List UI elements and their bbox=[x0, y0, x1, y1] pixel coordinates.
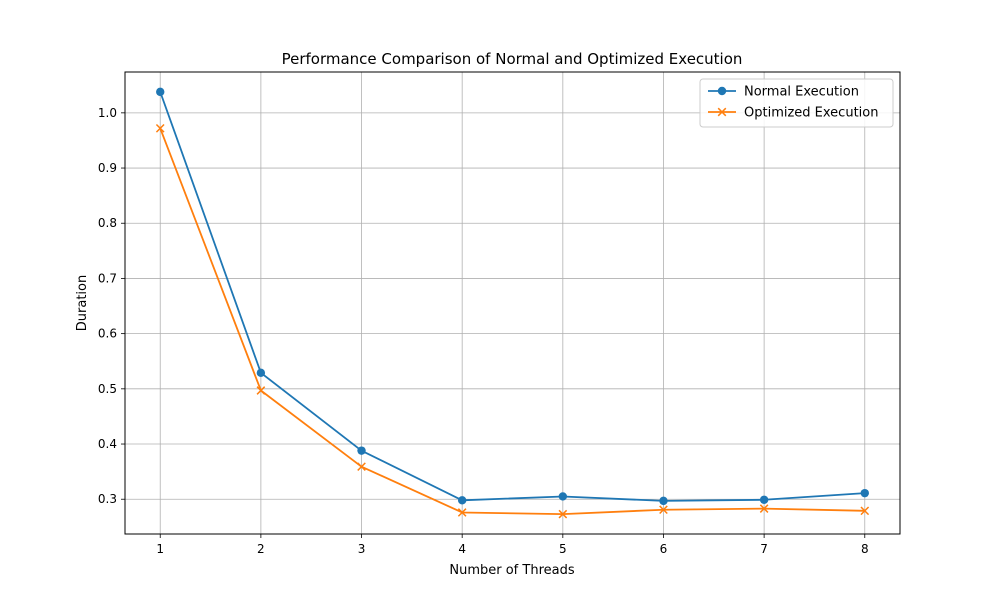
legend-label: Optimized Execution bbox=[744, 106, 878, 121]
legend-entry: Normal Execution bbox=[708, 85, 859, 100]
data-point bbox=[256, 368, 266, 378]
series-line bbox=[159, 91, 865, 502]
data-point bbox=[860, 488, 869, 498]
y-tick-label: 0.8 bbox=[98, 216, 117, 230]
y-tick-label: 0.4 bbox=[98, 437, 117, 451]
x-axis-label: Number of Threads bbox=[449, 563, 574, 578]
x-tick-label: 5 bbox=[559, 542, 567, 556]
data-point bbox=[156, 87, 165, 97]
y-tick-label: 0.3 bbox=[98, 492, 117, 506]
grid bbox=[125, 72, 900, 534]
chart-title: Performance Comparison of Normal and Opt… bbox=[282, 50, 743, 68]
series-layer bbox=[155, 87, 870, 519]
y-tick-label: 0.9 bbox=[98, 161, 117, 175]
data-point bbox=[256, 386, 266, 395]
x-tick-label: 6 bbox=[660, 542, 668, 556]
y-tick-label: 0.5 bbox=[98, 382, 117, 396]
series-2 bbox=[155, 123, 870, 519]
data-point bbox=[457, 496, 467, 505]
x-tick-label: 8 bbox=[861, 542, 869, 556]
x-tick-label: 3 bbox=[358, 542, 366, 556]
series-1 bbox=[156, 87, 869, 506]
data-point bbox=[659, 505, 668, 515]
data-point bbox=[759, 495, 769, 504]
x-tick-label: 1 bbox=[156, 542, 164, 556]
x-tick-label: 7 bbox=[760, 542, 768, 556]
plot-frame bbox=[124, 71, 901, 535]
data-point bbox=[558, 492, 568, 501]
x-axis: 1 2 3 4 5 6 7 8 bbox=[156, 534, 869, 556]
data-point bbox=[759, 504, 769, 513]
legend-marker bbox=[717, 107, 727, 117]
data-point bbox=[860, 506, 870, 516]
data-point bbox=[357, 462, 366, 471]
series-line bbox=[159, 127, 865, 516]
legend-box bbox=[699, 78, 894, 128]
legend-marker bbox=[717, 86, 727, 96]
y-tick-label: 0.7 bbox=[98, 271, 117, 285]
y-axis: 0.3 0.4 0.5 0.6 0.7 0.8 0.9 1.0 bbox=[98, 106, 125, 506]
y-tick-label: 1.0 bbox=[98, 106, 117, 120]
data-point bbox=[155, 123, 165, 133]
data-point bbox=[558, 509, 568, 519]
data-point bbox=[357, 446, 366, 455]
legend-entry: Optimized Execution bbox=[708, 106, 878, 121]
x-tick-label: 4 bbox=[458, 542, 466, 556]
legend: Normal Execution Optimized Execution bbox=[699, 78, 894, 128]
x-tick-label: 2 bbox=[257, 542, 265, 556]
data-point bbox=[659, 496, 668, 506]
y-tick-label: 0.6 bbox=[98, 327, 117, 341]
data-point bbox=[457, 508, 467, 517]
y-axis-label: Duration bbox=[75, 275, 90, 331]
legend-label: Normal Execution bbox=[744, 85, 859, 100]
